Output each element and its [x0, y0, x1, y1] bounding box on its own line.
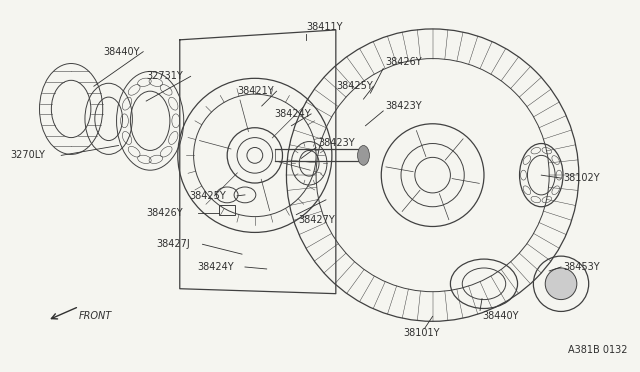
Text: 38453Y: 38453Y	[563, 262, 600, 272]
Ellipse shape	[358, 145, 369, 165]
Text: 38421Y: 38421Y	[237, 86, 274, 96]
Text: 38425Y: 38425Y	[336, 81, 372, 91]
Text: 38426Y: 38426Y	[385, 57, 422, 67]
Text: 38424Y: 38424Y	[275, 109, 311, 119]
Text: 38102Y: 38102Y	[563, 173, 600, 183]
Text: 38424Y: 38424Y	[198, 262, 234, 272]
Text: 38411Y: 38411Y	[306, 22, 342, 32]
Text: FRONT: FRONT	[79, 311, 112, 321]
Text: 38425Y: 38425Y	[189, 191, 227, 201]
Ellipse shape	[545, 268, 577, 299]
Text: 38427Y: 38427Y	[298, 215, 335, 225]
Text: 38426Y: 38426Y	[146, 208, 183, 218]
Text: 38427J: 38427J	[156, 239, 190, 249]
Text: 38101Y: 38101Y	[403, 328, 440, 338]
Text: 32731Y: 32731Y	[146, 71, 183, 81]
Text: 38423Y: 38423Y	[318, 138, 355, 148]
Text: 38423Y: 38423Y	[385, 101, 422, 111]
Text: A381B 0132: A381B 0132	[568, 345, 627, 355]
Bar	[220, 205, 235, 215]
Text: 38440Y: 38440Y	[482, 311, 518, 321]
Text: 38440Y: 38440Y	[104, 46, 140, 57]
Text: 3270LY: 3270LY	[10, 150, 45, 160]
